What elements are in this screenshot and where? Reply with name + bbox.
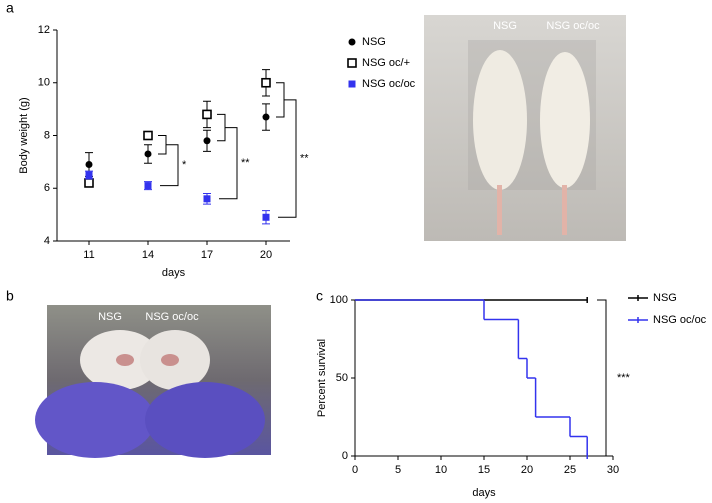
bracket — [597, 299, 607, 457]
data-point — [262, 113, 270, 121]
panel-letter: c — [316, 288, 323, 304]
data-point — [84, 178, 94, 188]
bracket — [160, 144, 179, 187]
bracket — [276, 82, 285, 118]
data-point — [85, 161, 93, 169]
bracket — [158, 135, 167, 155]
photo-b: NSG NSG oc/oc — [35, 305, 271, 458]
data-point — [143, 130, 153, 141]
photo-label: NSG oc/oc — [145, 311, 199, 323]
legend-label: NSG oc/oc — [653, 314, 707, 326]
significance: ** — [241, 157, 250, 169]
x-tick-label: 11 — [83, 249, 94, 261]
legend-marker — [348, 80, 356, 88]
data-point — [262, 213, 270, 221]
y-tick-label: 12 — [38, 24, 50, 36]
photo-label: NSG oc/oc — [546, 20, 600, 32]
x-tick-label: 25 — [564, 464, 576, 476]
data-point — [261, 77, 271, 88]
y-tick-label: 10 — [38, 77, 50, 89]
data-point — [144, 182, 152, 190]
y-tick-label: 100 — [330, 294, 348, 306]
x-tick-label: 30 — [607, 464, 619, 476]
significance: * — [182, 159, 187, 171]
x-axis-label: days — [162, 267, 186, 279]
data-point — [85, 171, 93, 179]
y-axis-label: Percent survival — [316, 339, 328, 417]
x-tick-label: 14 — [142, 249, 154, 261]
photo-label: NSG — [98, 311, 122, 323]
legend-marker — [348, 38, 356, 46]
panel-letter: a — [6, 0, 14, 16]
y-tick-label: 6 — [44, 182, 50, 194]
y-tick-label: 4 — [44, 235, 50, 247]
significance: ** — [300, 152, 309, 164]
bracket — [278, 99, 297, 218]
y-tick-label: 0 — [342, 450, 348, 462]
bracket — [219, 127, 238, 200]
data-point — [202, 109, 212, 120]
data-point — [203, 137, 211, 145]
x-tick-label: 17 — [201, 249, 213, 261]
photo-a: NSG NSG oc/oc — [424, 15, 626, 241]
legend-label: NSG oc/+ — [362, 57, 410, 69]
x-tick-label: 20 — [260, 249, 272, 261]
x-axis-label: days — [472, 487, 496, 499]
legend-label: NSG — [653, 292, 677, 304]
data-point — [203, 195, 211, 203]
x-tick-label: 10 — [435, 464, 447, 476]
legend-label: NSG — [362, 36, 386, 48]
y-axis-label: Body weight (g) — [18, 97, 30, 173]
y-tick-label: 8 — [44, 129, 50, 141]
data-point — [144, 150, 152, 158]
bracket — [217, 113, 226, 142]
legend-label: NSG oc/oc — [362, 78, 416, 90]
legend-marker — [347, 58, 357, 68]
significance: *** — [617, 372, 631, 384]
x-tick-label: 20 — [521, 464, 533, 476]
x-tick-label: 0 — [352, 464, 358, 476]
panel-letter: b — [6, 288, 14, 304]
x-tick-label: 15 — [478, 464, 490, 476]
y-tick-label: 50 — [336, 372, 348, 384]
x-tick-label: 5 — [395, 464, 401, 476]
photo-label: NSG — [493, 20, 517, 32]
